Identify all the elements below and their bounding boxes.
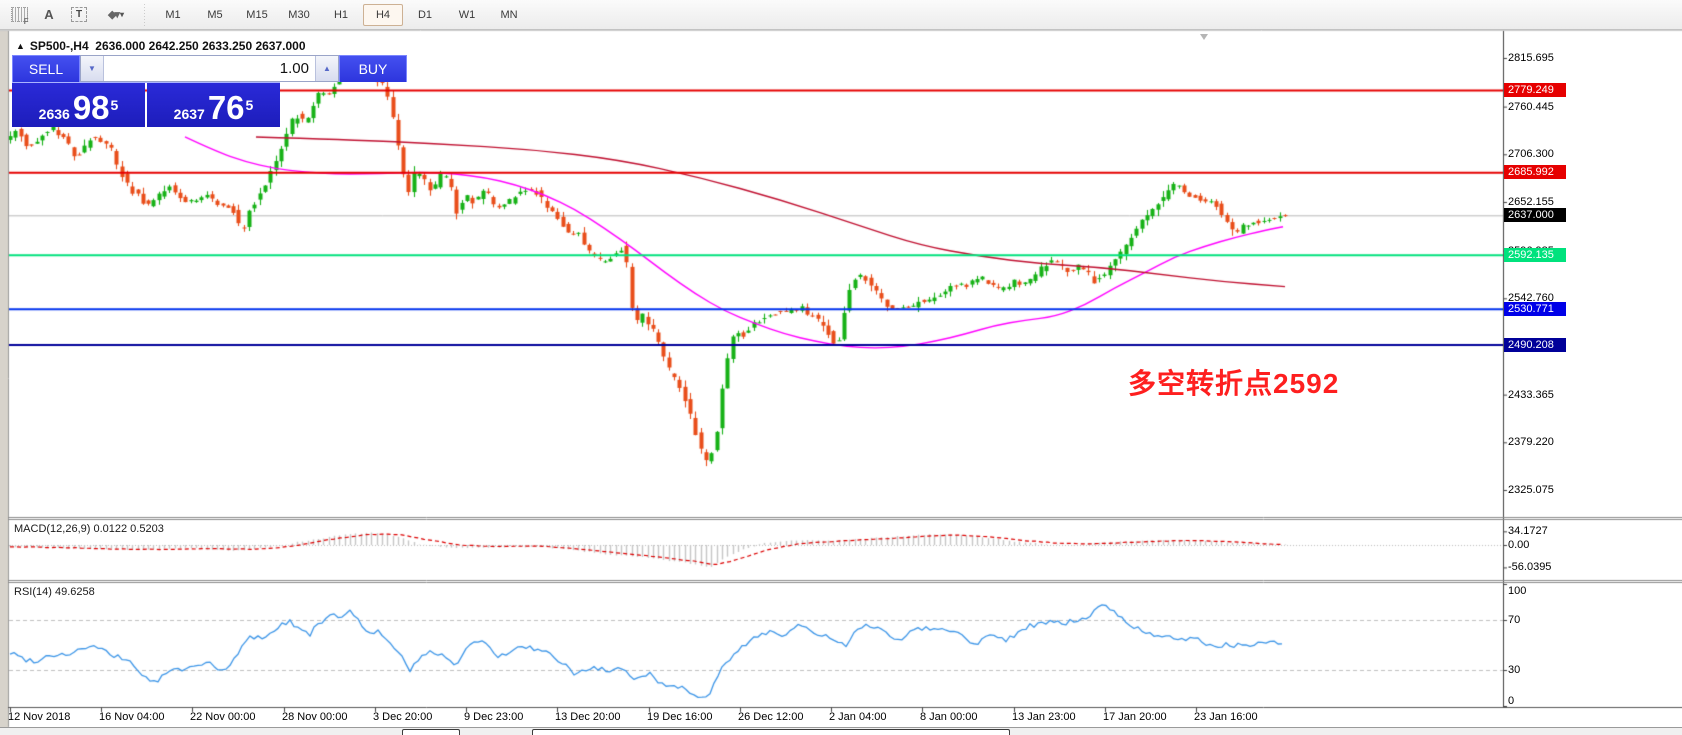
volume-stepper: ▼ ▲: [80, 55, 339, 82]
rsi-axis-label: 70: [1508, 614, 1521, 626]
chart-tab[interactable]: [532, 729, 1010, 735]
toolbar-separator: [144, 3, 145, 26]
price-line-tag: 2779.249: [1504, 83, 1566, 98]
time-axis-label: 22 Nov 00:00: [190, 711, 256, 723]
price-tick-label: 2706.300: [1508, 148, 1554, 161]
chart-shift-marker-icon: [1200, 34, 1208, 40]
time-axis-label: 12 Nov 2018: [8, 711, 71, 723]
bid-price-big: 98: [72, 89, 110, 126]
time-axis-label: 28 Nov 00:00: [282, 711, 348, 723]
time-axis-label: 23 Jan 16:00: [1194, 711, 1258, 723]
rsi-axis-label: 30: [1508, 664, 1521, 676]
macd-axis-label: 0.00: [1508, 539, 1530, 551]
chart-title: ▲ SP500-,H4 2636.000 2642.250 2633.250 26…: [16, 39, 306, 53]
rsi-label: RSI(14) 49.6258: [14, 586, 95, 598]
chart-tab-strip: [0, 727, 1682, 735]
macd-axis-label: -56.0395: [1508, 561, 1552, 574]
ohlc-values: 2636.000 2642.250 2633.250 2637.000: [95, 39, 306, 53]
buy-button[interactable]: BUY: [339, 55, 407, 82]
timeframe-button-w1[interactable]: W1: [458, 8, 476, 21]
chart-text-annotation[interactable]: 多空转折点2592: [1128, 368, 1340, 399]
timeframe-button-group: M1 M5 M15 M30 H1 H4 D1 W1 MN: [153, 3, 529, 26]
ask-price-base: 2637: [173, 106, 205, 122]
time-axis-label: 19 Dec 16:00: [647, 711, 713, 723]
price-line-tag: 2592.135: [1504, 247, 1566, 262]
volume-increase-button[interactable]: ▲: [315, 56, 338, 81]
text-box-icon[interactable]: T: [66, 4, 92, 26]
collapse-triangle-icon[interactable]: ▲: [16, 41, 25, 51]
price-tick-label: 2325.075: [1508, 483, 1554, 496]
rsi-axis-label: 100: [1508, 585, 1527, 597]
time-axis-label: 13 Jan 23:00: [1012, 711, 1076, 723]
symbol-period-label: SP500-,H4: [29, 39, 89, 53]
chevron-down-icon: ▾: [119, 10, 124, 19]
price-tick-label: 2379.220: [1508, 436, 1554, 449]
time-axis-label: 9 Dec 23:00: [464, 711, 524, 723]
timeframe-button-m30[interactable]: M30: [288, 8, 310, 21]
bid-price-base: 2636: [38, 106, 70, 122]
time-axis-label: 2 Jan 04:00: [829, 711, 887, 723]
sell-button[interactable]: SELL: [12, 55, 80, 82]
time-axis-label: 26 Dec 12:00: [738, 711, 804, 723]
time-axis-label: 13 Dec 20:00: [555, 711, 621, 723]
timeframe-button-m1[interactable]: M1: [165, 8, 181, 21]
chart-tab[interactable]: [402, 729, 460, 735]
price-line-tag: 2490.208: [1504, 337, 1566, 352]
bid-price-sup: 5: [110, 97, 119, 113]
price-tick-label: 2542.760: [1508, 292, 1554, 305]
macd-axis-label: 34.1727: [1508, 525, 1548, 538]
timeframe-button-d1[interactable]: D1: [417, 8, 433, 21]
indicators-grid-icon[interactable]: F: [6, 4, 32, 26]
timeframe-button-h4[interactable]: H4: [363, 3, 403, 26]
time-axis-label: 16 Nov 04:00: [99, 711, 165, 723]
text-annotation-icon[interactable]: A: [44, 7, 54, 22]
time-axis-label: 3 Dec 20:00: [373, 711, 433, 723]
ask-price-big: 76: [207, 89, 245, 126]
rsi-axis-label: 0: [1508, 695, 1515, 707]
timeframe-button-mn[interactable]: MN: [500, 8, 518, 21]
shapes-icon[interactable]: ◆▾ ▾: [96, 4, 136, 26]
bid-price-box[interactable]: 2636 98 5: [12, 83, 145, 127]
time-axis-label: 8 Jan 00:00: [920, 711, 978, 723]
ask-price-box[interactable]: 2637 76 5: [147, 83, 280, 127]
macd-label: MACD(12,26,9) 0.0122 0.5203: [14, 523, 164, 535]
timeframe-button-m5[interactable]: M5: [207, 8, 223, 21]
price-tick-label: 2652.155: [1508, 195, 1554, 208]
ask-price-sup: 5: [245, 97, 254, 113]
volume-decrease-button[interactable]: ▼: [81, 56, 104, 81]
time-axis-label: 17 Jan 20:00: [1103, 711, 1167, 723]
price-line-tag: 2530.771: [1504, 301, 1566, 316]
volume-input[interactable]: [104, 56, 315, 81]
price-line-tag: 2685.992: [1504, 165, 1566, 180]
current-price-tag: 2637.000: [1504, 208, 1566, 223]
toolbar: F A T ◆▾ ▾ M1 M5 M15 M30 H1 H4 D1 W1 MN: [0, 0, 1682, 30]
price-tick-label: 2760.445: [1508, 100, 1554, 113]
timeframe-button-m15[interactable]: M15: [246, 8, 268, 21]
timeframe-button-h1[interactable]: H1: [333, 8, 349, 21]
price-tick-label: 2815.695: [1508, 51, 1554, 64]
price-tick-label: 2433.365: [1508, 388, 1554, 401]
diamond-shapes-icon: ◆▾: [108, 9, 120, 21]
